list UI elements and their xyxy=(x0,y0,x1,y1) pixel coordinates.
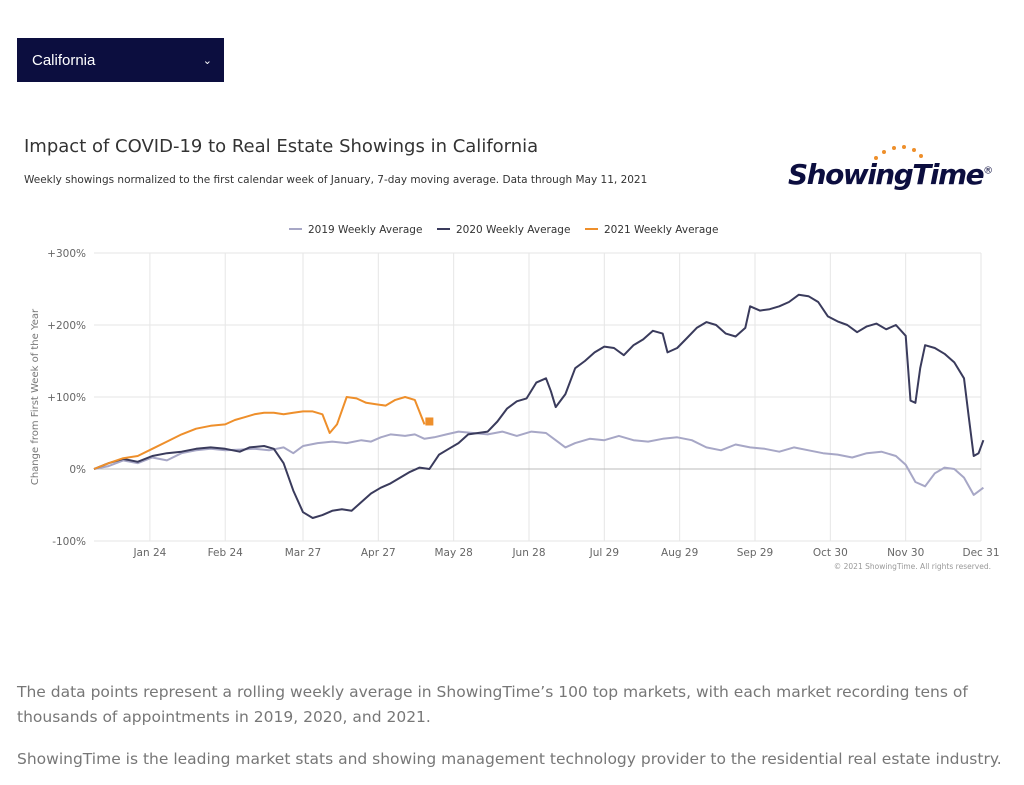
x-tick-label: Jul 29 xyxy=(589,547,619,559)
series-2019-line xyxy=(93,430,984,496)
y-tick-label: -100% xyxy=(52,536,86,548)
logo-text: ShowingTime xyxy=(788,158,985,191)
series-2021-last-marker xyxy=(425,417,434,426)
legend-label: 2021 Weekly Average xyxy=(604,224,718,236)
y-tick-label: +300% xyxy=(47,248,86,260)
x-tick-label: Dec 31 xyxy=(962,547,999,559)
y-axis-label: Change from First Week of the Year xyxy=(30,308,41,485)
region-select[interactable]: California ⌄ xyxy=(17,38,224,82)
legend-label: 2019 Weekly Average xyxy=(308,224,422,236)
series-2021-line xyxy=(93,396,426,470)
x-tick-label: Sep 29 xyxy=(737,547,774,559)
region-select-value: California xyxy=(32,51,96,69)
chart-credit: © 2021 ShowingTime. All rights reserved. xyxy=(834,562,991,571)
x-tick-label: May 28 xyxy=(434,547,472,559)
description-paragraph-1: The data points represent a rolling week… xyxy=(17,683,968,726)
y-tick-label: +100% xyxy=(47,392,86,404)
x-tick-label: Nov 30 xyxy=(887,547,924,559)
y-tick-label: +200% xyxy=(47,320,86,332)
showings-chart: +300% +200% +100% 0% -100% Jan 24 Feb 24 Mar 27… xyxy=(30,224,1000,571)
chart-subtitle: Weekly showings normalized to the first … xyxy=(24,174,648,186)
x-tick-label: Jun 28 xyxy=(511,547,545,559)
x-tick-label: Mar 27 xyxy=(285,547,322,559)
description-paragraph-2: ShowingTime is the leading market stats … xyxy=(17,750,1002,768)
showingtime-logo: ShowingTime® xyxy=(788,142,998,202)
x-tick-label: Apr 27 xyxy=(361,547,396,559)
y-tick-label: 0% xyxy=(69,464,86,476)
series-2020-line xyxy=(93,293,985,519)
legend-label: 2020 Weekly Average xyxy=(456,224,570,236)
logo-registered: ® xyxy=(983,165,993,177)
chevron-down-icon: ⌄ xyxy=(202,54,212,67)
chart-title: Impact of COVID-19 to Real Estate Showin… xyxy=(24,136,539,157)
x-tick-label: Feb 24 xyxy=(208,547,244,559)
x-tick-label: Aug 29 xyxy=(661,547,698,559)
x-tick-label: Jan 24 xyxy=(132,547,166,559)
logo-dots-icon xyxy=(874,145,923,160)
x-tick-label: Oct 30 xyxy=(813,547,848,559)
